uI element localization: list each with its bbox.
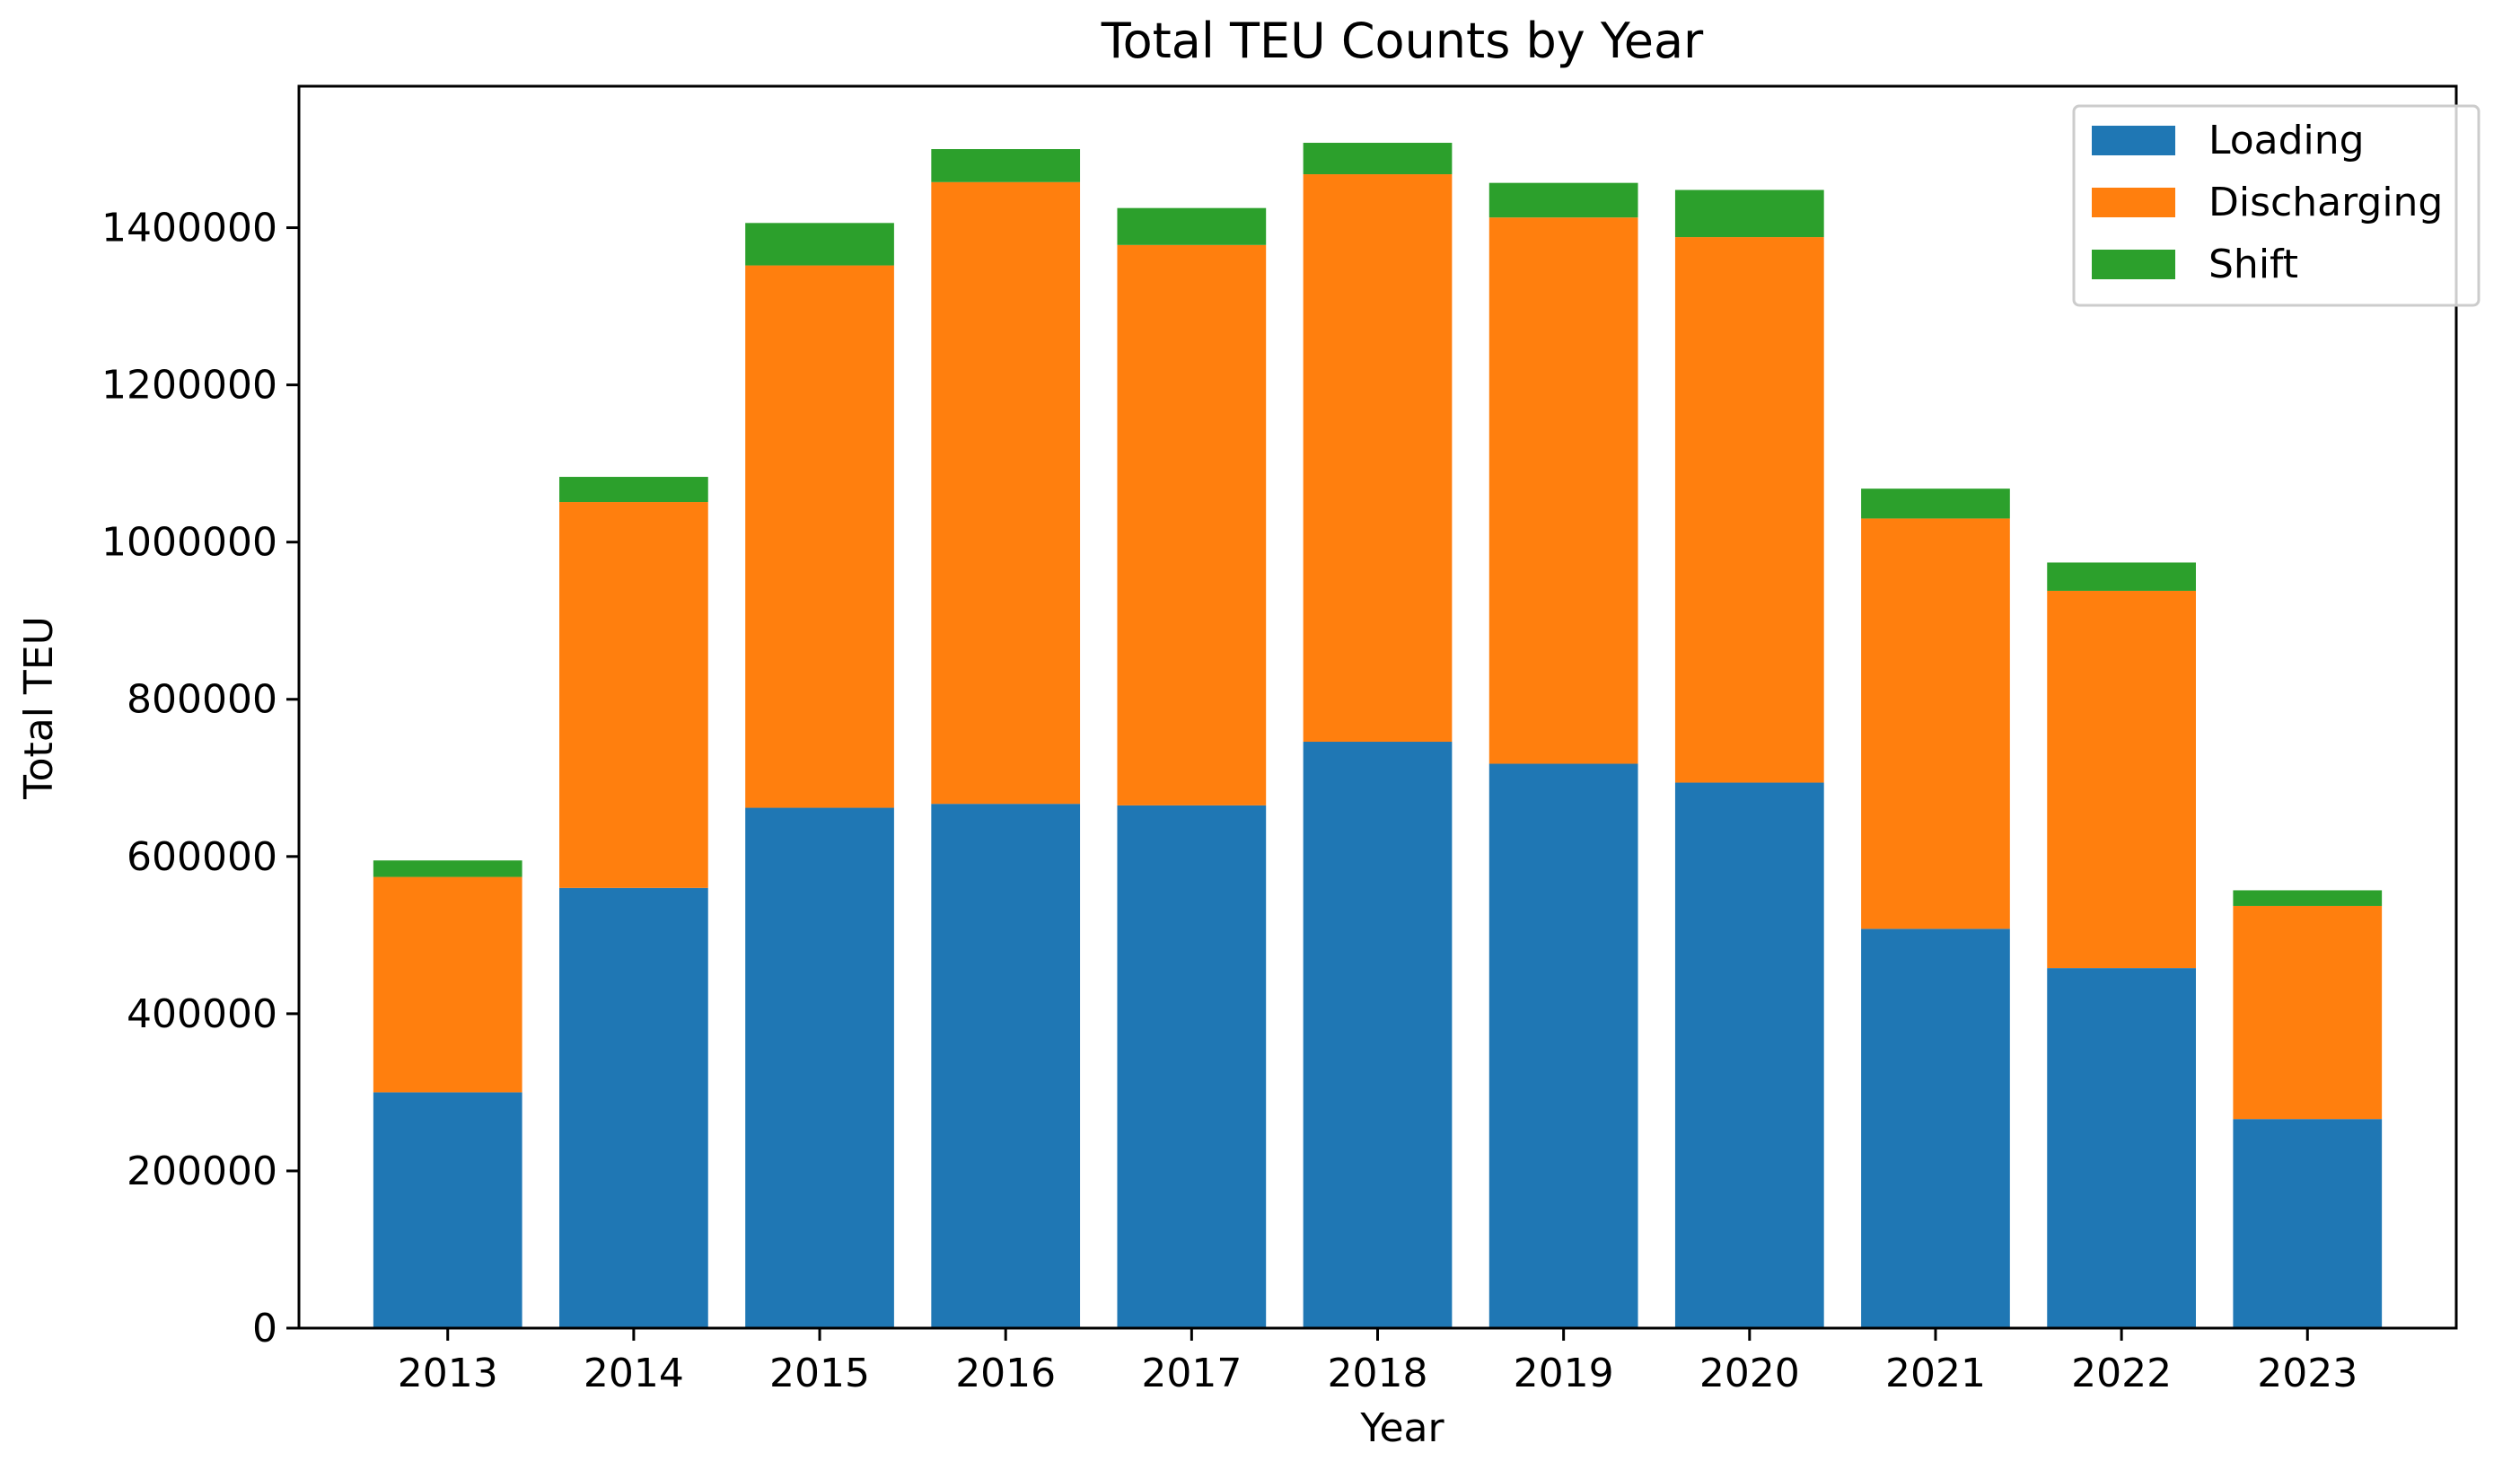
bar-loading-2014 [559, 887, 708, 1328]
y-tick-label: 600000 [127, 834, 277, 880]
y-tick-label: 200000 [127, 1149, 277, 1194]
bar-loading-2013 [373, 1092, 522, 1328]
bar-loading-2017 [1117, 805, 1267, 1328]
x-tick-label: 2014 [584, 1351, 684, 1396]
bar-loading-2020 [1674, 782, 1824, 1328]
bar-loading-2016 [931, 804, 1081, 1328]
bar-shift-2021 [1861, 489, 2010, 519]
x-tick-label: 2022 [2071, 1351, 2172, 1396]
bar-shift-2014 [559, 477, 708, 503]
y-axis-label: Total TEU [16, 616, 62, 800]
x-tick-label: 2017 [1141, 1351, 1242, 1396]
x-tick-label: 2021 [1885, 1351, 1986, 1396]
bar-discharging-2016 [931, 181, 1081, 805]
bar-discharging-2015 [745, 265, 894, 808]
y-tick-label: 1000000 [101, 520, 277, 566]
bar-shift-2019 [1488, 182, 1638, 218]
bar-loading-2023 [2233, 1119, 2383, 1328]
legend-swatch-discharging [2092, 188, 2175, 217]
x-tick-label: 2019 [1514, 1351, 1614, 1396]
y-tick-label: 1400000 [101, 206, 277, 251]
bar-shift-2016 [931, 149, 1081, 182]
legend: Loading Discharging Shift [2072, 104, 2480, 307]
bar-discharging-2017 [1117, 244, 1267, 805]
y-axis: 0 200000 400000 600000 800000 1000000 1200000 1… [101, 206, 299, 1351]
bar-shift-2020 [1674, 189, 1824, 238]
legend-swatch-shift [2092, 250, 2175, 279]
bar-discharging-2014 [559, 502, 708, 888]
bar-loading-2021 [1861, 929, 2010, 1328]
bars-group [373, 143, 2383, 1328]
bar-shift-2022 [2047, 562, 2196, 591]
bar-discharging-2020 [1674, 237, 1824, 783]
bar-loading-2022 [2047, 968, 2196, 1328]
legend-label-loading: Loading [2208, 118, 2365, 163]
bar-discharging-2023 [2233, 905, 2383, 1120]
legend-label-discharging: Discharging [2208, 180, 2443, 225]
legend-swatch-loading [2092, 126, 2175, 155]
chart-title: Total TEU Counts by Year [1101, 13, 1704, 69]
bar-shift-2017 [1117, 207, 1267, 245]
x-tick-label: 2016 [955, 1351, 1056, 1396]
bar-loading-2018 [1303, 742, 1453, 1328]
y-tick-label: 800000 [127, 677, 277, 723]
bar-discharging-2022 [2047, 590, 2196, 969]
bar-shift-2023 [2233, 890, 2383, 906]
bar-loading-2015 [745, 807, 894, 1328]
x-tick-label: 2023 [2257, 1351, 2358, 1396]
bar-shift-2015 [745, 223, 894, 266]
bar-discharging-2013 [373, 876, 522, 1093]
y-tick-label: 400000 [127, 991, 277, 1037]
bar-discharging-2021 [1861, 518, 2010, 929]
bar-loading-2019 [1488, 763, 1638, 1328]
x-tick-label: 2018 [1328, 1351, 1428, 1396]
x-tick-label: 2013 [398, 1351, 498, 1396]
legend-label-shift: Shift [2208, 242, 2298, 287]
y-tick-label: 0 [252, 1306, 277, 1351]
x-tick-label: 2015 [769, 1351, 870, 1396]
bar-discharging-2019 [1488, 217, 1638, 764]
bar-discharging-2018 [1303, 174, 1453, 743]
bar-shift-2013 [373, 860, 522, 877]
x-axis-label: Year [1359, 1405, 1444, 1451]
y-tick-label: 1200000 [101, 363, 277, 409]
bar-shift-2018 [1303, 143, 1453, 175]
x-tick-label: 2020 [1699, 1351, 1800, 1396]
x-axis: 2013 2014 2015 2016 2017 2018 2019 2020 2021 2022… [398, 1328, 2358, 1396]
